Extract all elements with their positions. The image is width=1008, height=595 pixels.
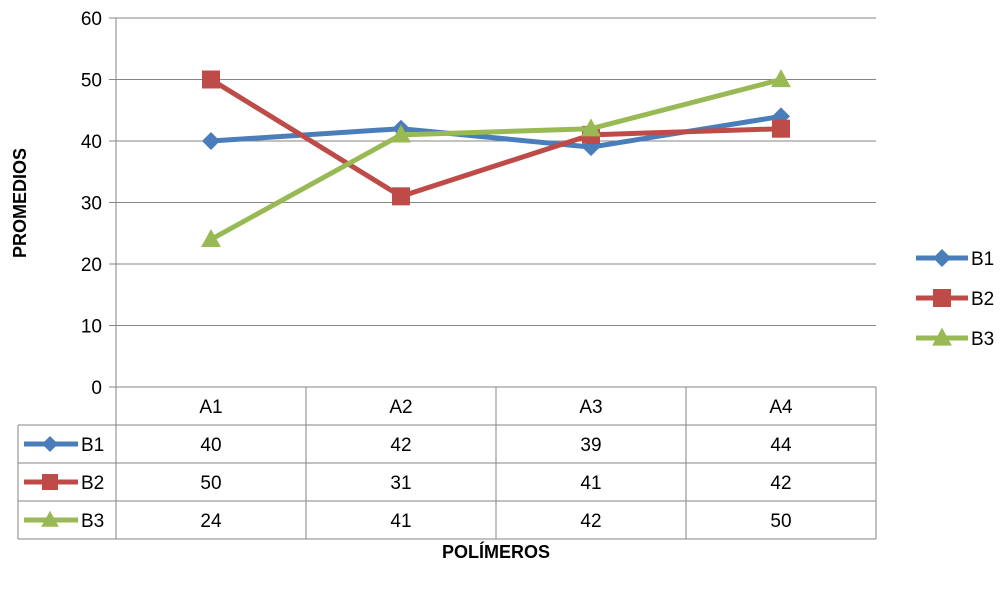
table-series-name: B3 <box>81 511 104 532</box>
x-category-label: A2 <box>389 397 412 418</box>
y-axis-title: PROMEDIOS <box>10 148 30 258</box>
table-cell-value: 41 <box>390 511 411 532</box>
data-point-marker <box>771 69 791 88</box>
y-tick-label: 30 <box>81 194 102 215</box>
y-tick-label: 0 <box>91 378 102 399</box>
table-cell-value: 50 <box>770 511 791 532</box>
table-cell-value: 39 <box>580 435 601 456</box>
y-tick-label: 60 <box>81 9 102 30</box>
axes: 0 10 20 30 40 50 60 <box>81 9 117 399</box>
table-cell-value: 41 <box>580 473 601 494</box>
legend: B1 B2 B3 <box>916 249 994 350</box>
table-series-key-marker <box>42 436 58 452</box>
gridlines <box>116 17 876 388</box>
y-tick-label: 50 <box>81 71 102 92</box>
series-lines <box>201 69 791 248</box>
x-category-label: A3 <box>579 397 602 418</box>
legend-label: B3 <box>971 329 994 350</box>
data-point-marker <box>772 119 790 138</box>
table-series-name: B2 <box>81 473 104 494</box>
series-line <box>209 77 782 242</box>
series-b2 <box>202 70 790 206</box>
data-point-marker <box>391 124 411 143</box>
table-cell-value: 24 <box>200 511 222 532</box>
data-table: A1 A2 A3 A4 B1 40 42 39 44 B2 50 31 41 42 B3 24 41 42 50 <box>17 386 877 540</box>
legend-label: B2 <box>971 289 994 310</box>
x-category-label: A4 <box>769 397 793 418</box>
table-series-key-marker <box>41 510 59 527</box>
x-axis-title: POLÍMEROS <box>442 541 550 562</box>
y-tick-label: 40 <box>81 132 102 153</box>
table-cell-value: 42 <box>390 435 411 456</box>
data-point-marker <box>392 187 410 206</box>
data-point-marker <box>581 118 601 137</box>
data-point-marker <box>202 70 220 89</box>
legend-item: B3 <box>916 327 994 350</box>
series-line <box>209 77 782 199</box>
legend-marker <box>933 289 951 307</box>
table-cell-value: 50 <box>200 473 221 494</box>
x-category-label: A1 <box>199 397 222 418</box>
data-point-marker <box>202 132 220 150</box>
table-series-name: B1 <box>81 435 104 456</box>
data-point-marker <box>201 229 221 248</box>
table-cell-value: 44 <box>770 435 792 456</box>
y-tick-label: 20 <box>81 255 102 276</box>
legend-item: B1 <box>916 249 994 270</box>
y-tick-label: 10 <box>81 317 102 338</box>
series-b3 <box>201 69 791 248</box>
legend-marker <box>932 327 952 346</box>
table-series-key-marker <box>42 474 58 490</box>
legend-marker <box>933 249 951 267</box>
table-cell-value: 31 <box>390 473 411 494</box>
legend-item: B2 <box>916 289 994 310</box>
table-cell-value: 40 <box>200 435 221 456</box>
table-cell-value: 42 <box>580 511 601 532</box>
table-cell-value: 42 <box>770 473 791 494</box>
legend-label: B1 <box>971 249 994 270</box>
